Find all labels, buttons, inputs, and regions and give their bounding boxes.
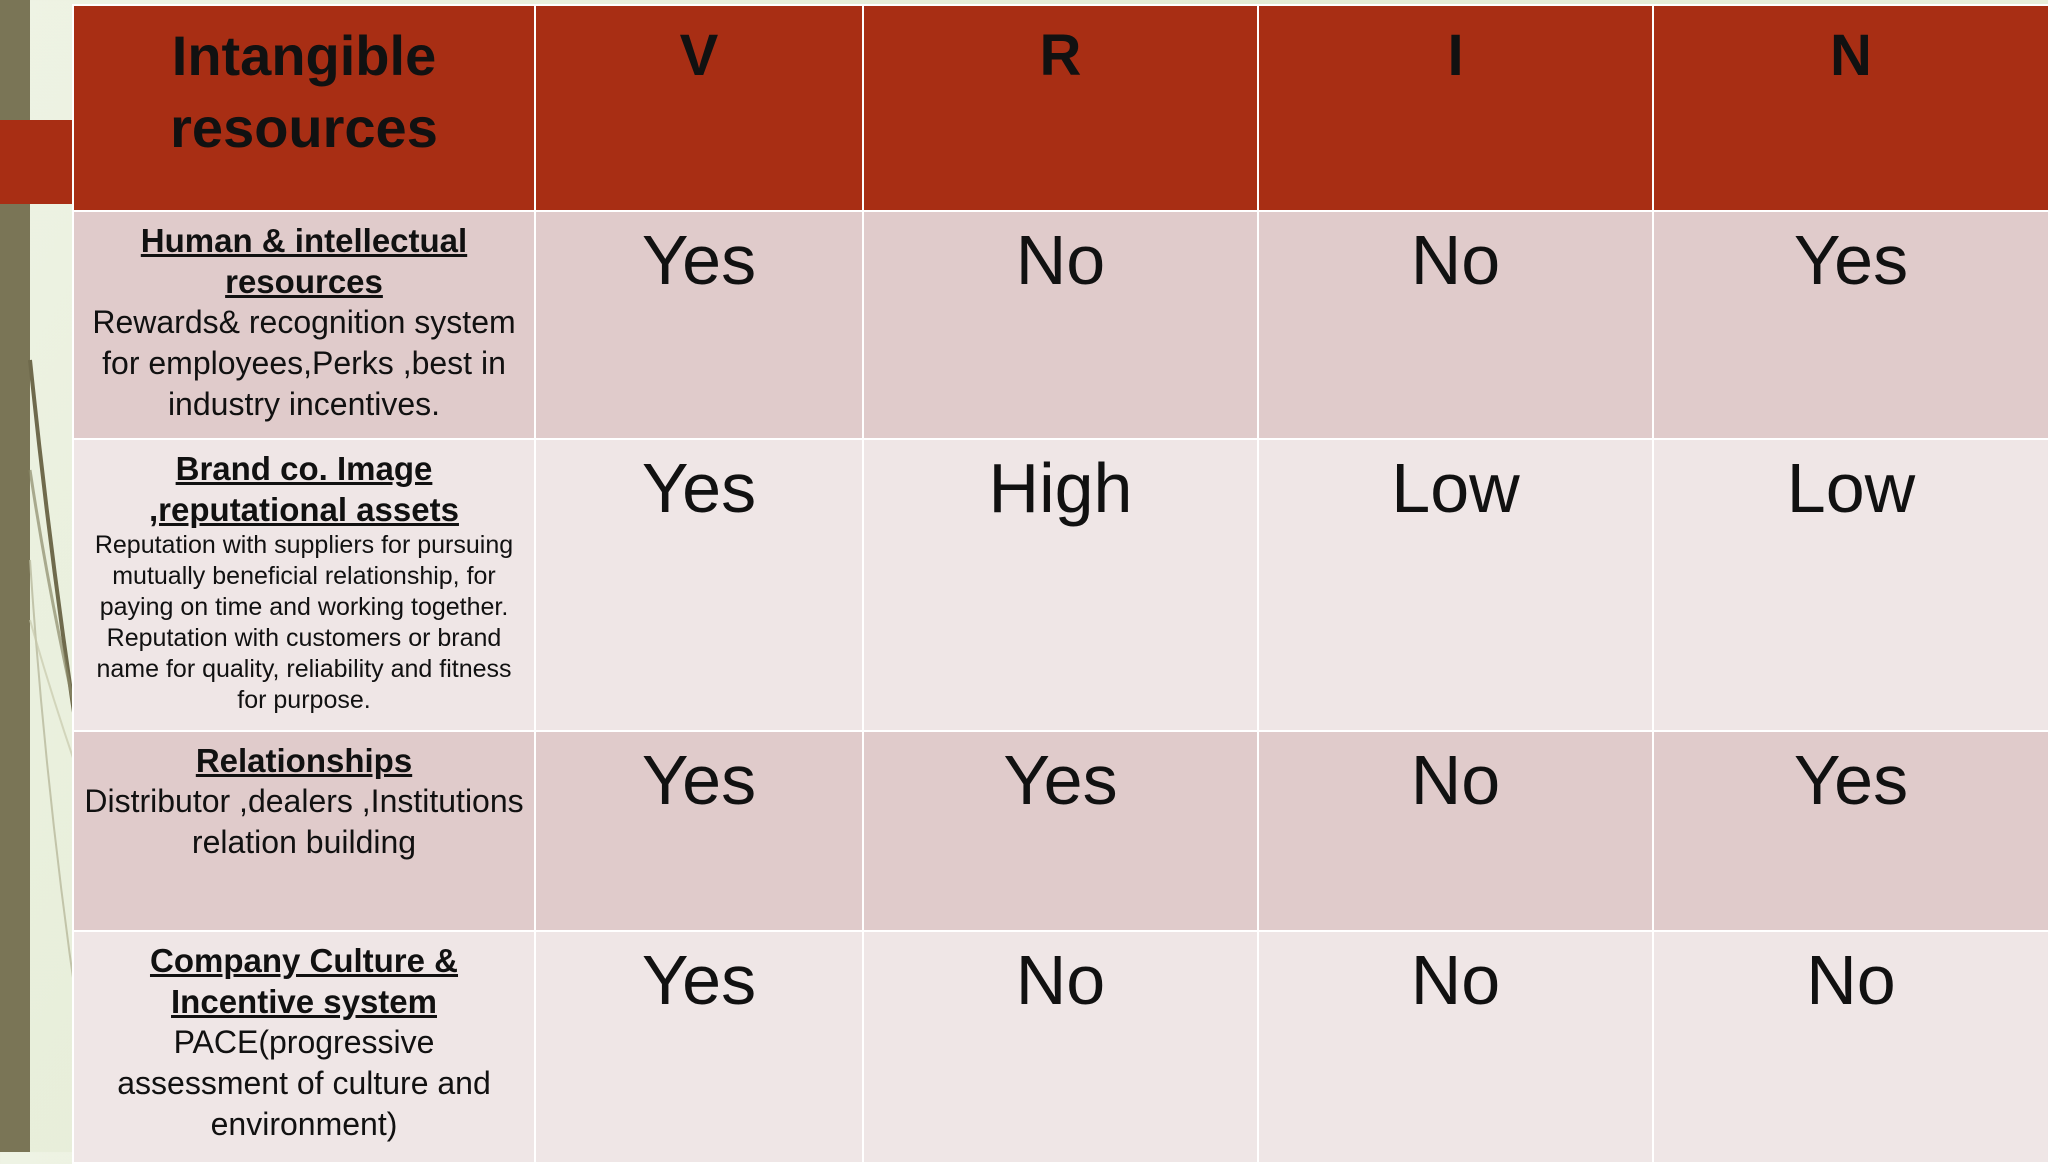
header-row: Intangible resources V R I N xyxy=(72,4,2048,212)
value-r: No xyxy=(862,930,1259,1164)
resource-description: PACE(progressive assessment of culture a… xyxy=(117,1024,491,1142)
value-r: No xyxy=(862,210,1259,440)
value-i: No xyxy=(1257,930,1654,1164)
table-row: Brand co. Image ,reputational assets Rep… xyxy=(72,438,2048,732)
resource-cell: Human & intellectual resources Rewards& … xyxy=(72,210,536,440)
header-i: I xyxy=(1257,4,1654,212)
resource-cell: Brand co. Image ,reputational assets Rep… xyxy=(72,438,536,732)
slide-accent-tab xyxy=(0,120,72,204)
resource-title: Relationships xyxy=(195,742,413,779)
resource-title: Brand co. Image ,reputational assets xyxy=(149,450,459,528)
resource-cell: Company Culture & Incentive system PACE(… xyxy=(72,930,536,1164)
table-row: Relationships Distributor ,dealers ,Inst… xyxy=(72,730,2048,932)
value-r: Yes xyxy=(862,730,1259,932)
value-n: Yes xyxy=(1652,210,2048,440)
resource-title: Company Culture & Incentive system xyxy=(149,942,459,1020)
value-v: Yes xyxy=(534,930,864,1164)
value-v: Yes xyxy=(534,210,864,440)
vrin-table: Intangible resources V R I N Human & int… xyxy=(72,4,2048,1164)
header-v: V xyxy=(534,4,864,212)
value-n: Yes xyxy=(1652,730,2048,932)
value-n: Low xyxy=(1652,438,2048,732)
header-n: N xyxy=(1652,4,2048,212)
value-r: High xyxy=(862,438,1259,732)
value-v: Yes xyxy=(534,438,864,732)
value-i: No xyxy=(1257,730,1654,932)
header-intangible-resources: Intangible resources xyxy=(72,4,536,212)
resource-title: Human & intellectual resources xyxy=(140,222,468,300)
table-row: Company Culture & Incentive system PACE(… xyxy=(72,930,2048,1164)
value-n: No xyxy=(1652,930,2048,1164)
value-i: No xyxy=(1257,210,1654,440)
resource-cell: Relationships Distributor ,dealers ,Inst… xyxy=(72,730,536,932)
header-r: R xyxy=(862,4,1259,212)
resource-description: Reputation with suppliers for pursuing m… xyxy=(94,531,514,714)
table-row: Human & intellectual resources Rewards& … xyxy=(72,210,2048,440)
value-v: Yes xyxy=(534,730,864,932)
resource-description: Rewards& recognition system for employee… xyxy=(92,304,516,422)
value-i: Low xyxy=(1257,438,1654,732)
resource-description: Distributor ,dealers ,Institutions relat… xyxy=(84,783,524,860)
